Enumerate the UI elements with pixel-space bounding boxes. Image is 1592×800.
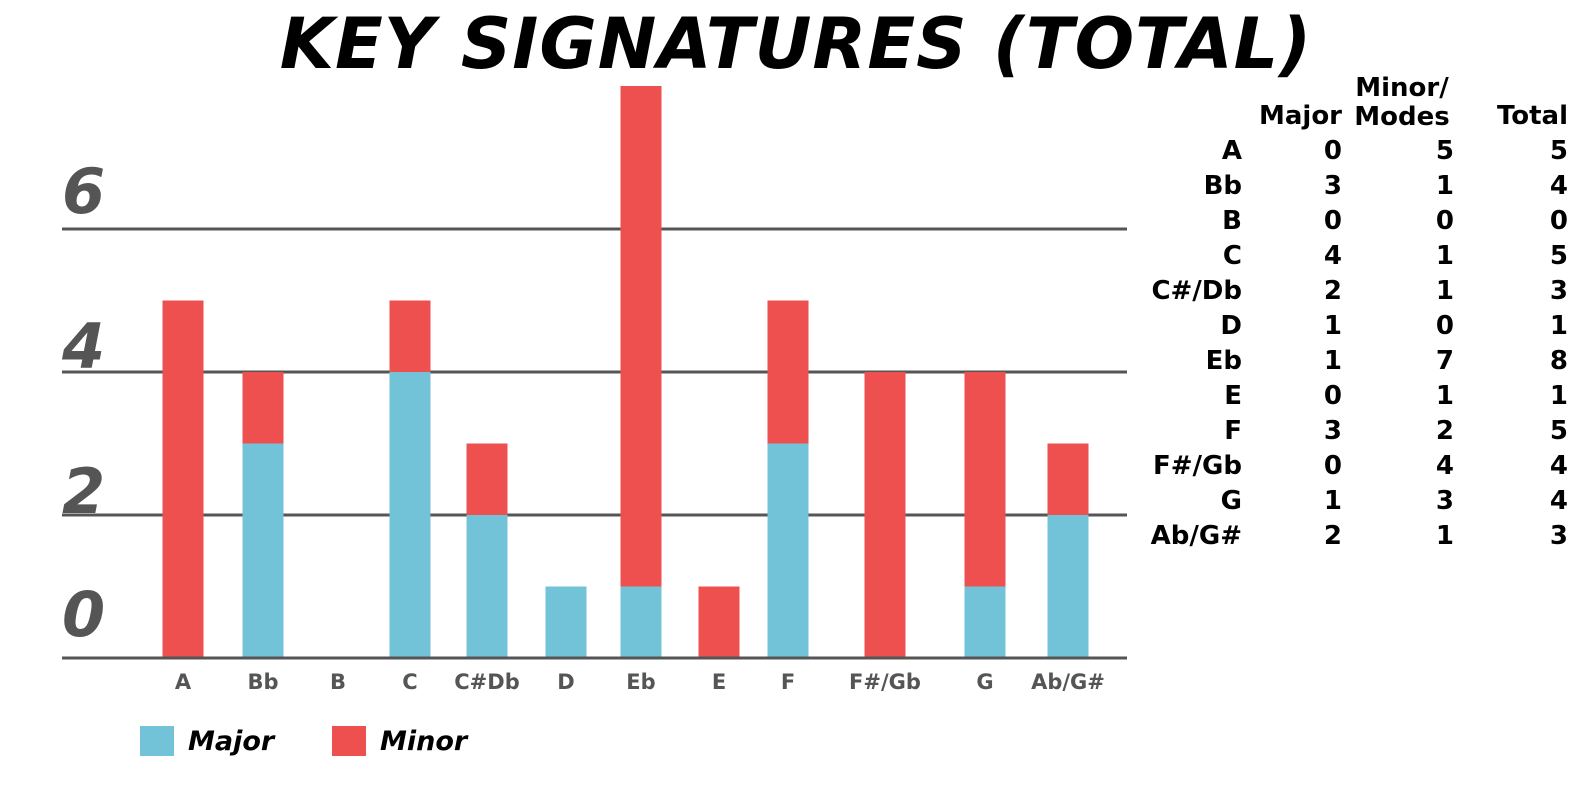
bar-minor-4 (466, 443, 508, 515)
table-cell-major: 3 (1323, 416, 1342, 446)
table-cell-total: 8 (1549, 346, 1568, 376)
table-cell-key: Eb (1205, 346, 1242, 376)
table-cell-total: 1 (1549, 311, 1568, 341)
x-tick-label-3: C (402, 670, 417, 694)
table-cell-total: 5 (1549, 136, 1568, 166)
legend-item-major: Major (140, 723, 274, 759)
bar-major-5 (545, 586, 587, 658)
table-header-total: Total (1496, 101, 1568, 131)
chart-title: KEY SIGNATURES (TOTAL) (279, 3, 1313, 85)
x-tick-label-10: G (976, 670, 993, 694)
bar-minor-8 (767, 300, 809, 444)
table-cell-key: Bb (1203, 171, 1242, 201)
table-cell-total: 5 (1549, 416, 1568, 446)
bar-major-10 (964, 586, 1006, 658)
table-cell-key: E (1224, 381, 1242, 411)
table-cell-major: 2 (1323, 521, 1342, 551)
legend-label-minor: Minor (380, 725, 468, 757)
legend-item-minor: Minor (332, 723, 467, 759)
bar-minor-1 (242, 372, 284, 444)
x-tick-label-9: F#/Gb (849, 670, 921, 694)
table-cell-key: D (1220, 311, 1242, 341)
table-cell-key: F (1224, 416, 1242, 446)
table-cell-key: F#/Gb (1153, 451, 1242, 481)
table-cell-total: 0 (1549, 206, 1568, 236)
table-cell-key: G (1220, 486, 1242, 516)
table-cell-total: 4 (1549, 486, 1568, 516)
bar-minor-0 (162, 300, 204, 658)
legend-swatch-minor (332, 726, 366, 756)
table-cell-minor: 7 (1435, 346, 1454, 376)
table-cell-key: A (1221, 136, 1242, 166)
table-cell-major: 1 (1323, 486, 1342, 516)
bar-major-3 (389, 372, 431, 658)
bar-minor-3 (389, 300, 431, 372)
table-cell-major: 0 (1323, 381, 1342, 411)
y-tick-label-2: 2 (62, 455, 105, 528)
table-cell-minor: 1 (1435, 276, 1454, 306)
bar-major-6 (620, 586, 662, 658)
table-header-major: Major (1258, 101, 1342, 131)
x-tick-label-0: A (175, 670, 192, 694)
table-cell-minor: 1 (1435, 241, 1454, 271)
bar-major-11 (1047, 515, 1089, 658)
table-cell-major: 0 (1323, 206, 1342, 236)
table-cell-minor: 0 (1435, 311, 1454, 341)
x-tick-label-2: B (330, 670, 346, 694)
table-cell-total: 4 (1549, 171, 1568, 201)
table-cell-minor: 1 (1435, 171, 1454, 201)
bar-minor-11 (1047, 443, 1089, 515)
table-cell-major: 1 (1323, 311, 1342, 341)
table-cell-minor: 1 (1435, 521, 1454, 551)
table-cell-major: 1 (1323, 346, 1342, 376)
table-cell-minor: 4 (1435, 451, 1454, 481)
bar-minor-9 (864, 372, 906, 658)
table-header-minor-line2: Modes (1354, 102, 1450, 132)
table-cell-minor: 0 (1435, 206, 1454, 236)
bar-major-1 (242, 443, 284, 658)
table-cell-major: 0 (1323, 451, 1342, 481)
table-cell-key: C#/Db (1151, 276, 1242, 306)
bar-minor-10 (964, 372, 1006, 587)
x-tick-label-8: F (781, 670, 795, 694)
table-cell-minor: 1 (1435, 381, 1454, 411)
x-tick-label-6: Eb (626, 670, 655, 694)
table-cell-major: 3 (1323, 171, 1342, 201)
y-tick-label-6: 6 (62, 155, 105, 228)
table-cell-major: 2 (1323, 276, 1342, 306)
table-cell-total: 1 (1549, 381, 1568, 411)
bar-minor-7 (698, 586, 740, 658)
table-cell-key: Ab/G# (1150, 521, 1242, 551)
x-tick-label-5: D (557, 670, 574, 694)
table-cell-key: B (1222, 206, 1242, 236)
table-cell-total: 3 (1549, 521, 1568, 551)
table-cell-total: 3 (1549, 276, 1568, 306)
bar-major-4 (466, 515, 508, 658)
table-cell-minor: 3 (1435, 486, 1454, 516)
bar-major-8 (767, 443, 809, 658)
legend-swatch-major (140, 726, 174, 756)
x-tick-label-4: C#Db (454, 670, 519, 694)
table-cell-minor: 2 (1435, 416, 1454, 446)
y-tick-label-4: 4 (61, 310, 105, 383)
x-tick-label-7: E (712, 670, 726, 694)
table-cell-total: 4 (1549, 451, 1568, 481)
table-header-minor-line1: Minor/ (1355, 73, 1449, 103)
table-cell-key: C (1222, 241, 1242, 271)
table-cell-minor: 5 (1435, 136, 1454, 166)
legend-label-major: Major (188, 725, 275, 757)
y-tick-label-0: 0 (62, 578, 105, 651)
table-cell-major: 4 (1323, 241, 1342, 271)
table-cell-total: 5 (1549, 241, 1568, 271)
table-header-minor: Minor/ Modes (1350, 74, 1454, 132)
bar-minor-6 (620, 86, 662, 587)
bar-chart: A Bb B C C#Db D Eb E F F#/Gb G Ab/G# 0 2 4 6 (61, 86, 1127, 694)
table-cell-major: 0 (1323, 136, 1342, 166)
x-tick-label-11: Ab/G# (1031, 670, 1105, 694)
x-tick-label-1: Bb (247, 670, 278, 694)
